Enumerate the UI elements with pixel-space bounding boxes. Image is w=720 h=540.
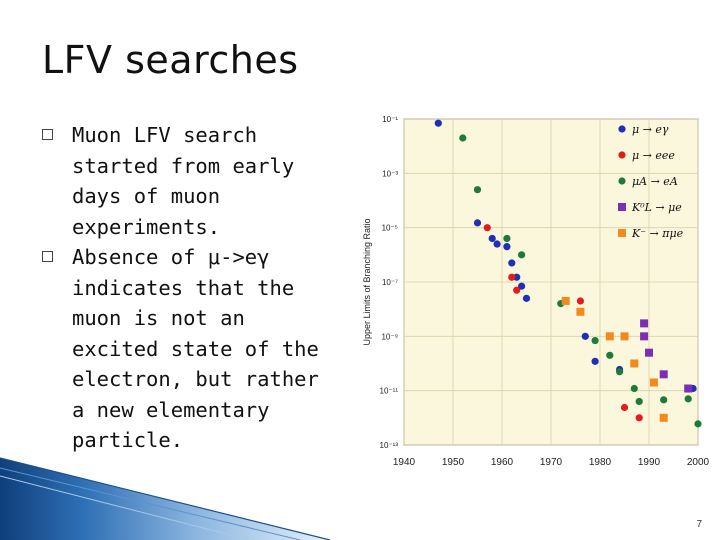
data-point-square: [640, 319, 649, 328]
bullet-item: Muon LFV search started from early days …: [40, 120, 330, 242]
legend-marker-circle: [618, 125, 626, 133]
y-tick-label: 10⁻¹³: [380, 441, 399, 450]
x-tick-label: 1940: [393, 457, 416, 468]
data-point-circle: [591, 357, 599, 365]
bullet-text: Absence of μ->eγ indicates that the muon…: [72, 245, 319, 452]
data-point-square: [576, 307, 585, 316]
x-tick-label: 1950: [442, 457, 465, 468]
legend-label: K⁻ → πμe: [631, 227, 684, 240]
data-point-circle: [508, 259, 516, 267]
data-point-circle: [635, 397, 643, 406]
data-point-square: [645, 348, 653, 357]
x-tick-label: 1980: [589, 457, 612, 468]
legend-label: μ → eee: [632, 149, 675, 162]
data-point-circle: [630, 384, 638, 393]
data-point-circle: [473, 186, 482, 194]
data-point-circle: [606, 351, 614, 359]
data-point-circle: [518, 282, 526, 290]
data-point-circle: [591, 336, 599, 345]
data-point-circle: [508, 273, 516, 281]
x-tick-label: 1990: [638, 457, 661, 468]
wedge-inner-line: [0, 475, 251, 540]
data-point-square: [640, 332, 649, 341]
data-point-circle: [518, 251, 526, 259]
data-point-circle: [581, 332, 589, 340]
data-point-square: [684, 384, 693, 393]
bullet-text: Muon LFV search started from early days …: [72, 123, 295, 239]
legend-marker-square: [618, 203, 626, 211]
data-point-circle: [522, 294, 531, 302]
y-tick-label: 10⁻¹: [382, 115, 398, 124]
page-number: 7: [696, 519, 702, 530]
legend-marker-circle: [618, 151, 626, 159]
data-point-square: [630, 359, 639, 368]
data-point-square: [605, 332, 614, 341]
y-axis-label: Upper Limits of Branching Ratio: [362, 218, 372, 345]
data-point-square: [620, 332, 629, 341]
legend-label: K⁰L → μe: [631, 201, 682, 214]
checkbox-bullet-icon: [42, 251, 53, 262]
y-tick-label: 10⁻⁹: [381, 332, 398, 341]
data-point-square: [659, 370, 668, 379]
data-point-circle: [488, 234, 496, 243]
legend-label: μA → eA: [632, 175, 678, 188]
bullet-item: Absence of μ->eγ indicates that the muon…: [40, 242, 330, 456]
data-point-circle: [493, 240, 501, 248]
y-tick-label: 10⁻³: [382, 169, 398, 178]
wedge-edge-line: [0, 457, 331, 540]
data-point-square: [649, 378, 658, 387]
data-point-circle: [660, 396, 668, 404]
slide-title: LFV searches: [42, 38, 299, 82]
data-point-square: [561, 296, 570, 305]
data-point-circle: [694, 420, 702, 428]
data-point-circle: [503, 243, 511, 251]
y-tick-label: 10⁻¹¹: [380, 387, 399, 396]
y-tick-label: 10⁻⁷: [382, 278, 398, 287]
legend-label: μ → eγ: [632, 123, 669, 136]
x-tick-label: 1970: [540, 457, 563, 468]
y-tick-label: 10⁻⁵: [382, 224, 398, 233]
branching-ratio-chart: 1940 1950 1960 1970 1980 1990 2000 10⁻¹ 10⁻³ 10⁻⁵…: [362, 115, 710, 468]
data-point-circle: [483, 224, 491, 232]
x-tick-label: 1960: [491, 457, 514, 468]
decorative-blue-wedge: [0, 457, 331, 540]
legend-marker-square: [618, 229, 626, 237]
checkbox-bullet-icon: [42, 129, 53, 140]
data-point-circle: [684, 395, 692, 403]
data-point-square: [659, 413, 668, 422]
data-point-circle: [635, 414, 643, 422]
legend-marker-circle: [618, 177, 626, 185]
data-point-circle: [576, 297, 584, 305]
x-tick-label: 2000: [687, 457, 710, 468]
data-point-circle: [616, 368, 624, 376]
data-point-circle: [503, 234, 511, 243]
data-point-circle: [434, 119, 442, 127]
data-point-circle: [620, 403, 629, 412]
data-point-circle: [473, 219, 482, 227]
bullet-list: Muon LFV search started from early days …: [40, 120, 330, 456]
wedge-inner-line: [0, 467, 301, 540]
data-point-circle: [513, 286, 521, 294]
data-point-circle: [459, 134, 467, 142]
